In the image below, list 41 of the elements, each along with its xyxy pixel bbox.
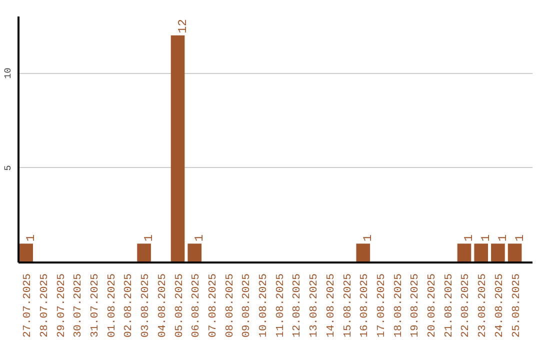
x-tick-label: 14.08.2025 bbox=[325, 273, 338, 338]
x-tick-label: 07.08.2025 bbox=[207, 273, 220, 338]
x-tick-label: 20.08.2025 bbox=[426, 273, 439, 338]
x-tick-label: 30.07.2025 bbox=[72, 273, 85, 338]
x-tick-label: 03.08.2025 bbox=[140, 273, 152, 338]
data-label: 12 bbox=[176, 19, 190, 34]
data-label: 1 bbox=[361, 234, 376, 242]
x-tick-label: 19.08.2025 bbox=[410, 273, 422, 338]
data-label: 1 bbox=[142, 234, 156, 242]
data-label: 1 bbox=[192, 234, 207, 242]
x-tick-label: 02.08.2025 bbox=[123, 273, 136, 338]
x-tick-label: 23.08.2025 bbox=[477, 273, 490, 338]
x-tick-label: 16.08.2025 bbox=[359, 273, 372, 338]
x-tick-label: 28.07.2025 bbox=[38, 273, 51, 338]
y-tick-label: 5 bbox=[2, 165, 14, 171]
x-tick-label: 18.08.2025 bbox=[392, 273, 405, 338]
data-label: 1 bbox=[24, 234, 38, 242]
x-tick-label: 21.08.2025 bbox=[443, 273, 456, 338]
x-tick-label: 25.08.2025 bbox=[510, 273, 523, 338]
data-label: 1 bbox=[496, 234, 510, 242]
x-tick-label: 12.08.2025 bbox=[292, 273, 304, 338]
x-tick-label: 15.08.2025 bbox=[342, 273, 354, 338]
x-tick-label: 27.07.2025 bbox=[22, 273, 34, 338]
x-tick-label: 05.08.2025 bbox=[174, 273, 186, 338]
x-tick-label: 29.07.2025 bbox=[56, 273, 68, 338]
x-tick-label: 22.08.2025 bbox=[460, 273, 472, 338]
data-label: 1 bbox=[512, 234, 527, 242]
data-label: 1 bbox=[462, 234, 476, 242]
x-tick-label: 11.08.2025 bbox=[274, 273, 287, 338]
x-tick-label: 10.08.2025 bbox=[258, 273, 270, 338]
x-tick-label: 17.08.2025 bbox=[376, 273, 388, 338]
x-tick-label: 04.08.2025 bbox=[156, 273, 169, 338]
x-tick-label: 08.08.2025 bbox=[224, 273, 236, 338]
x-tick-label: 01.08.2025 bbox=[106, 273, 118, 338]
x-tick-label: 13.08.2025 bbox=[308, 273, 321, 338]
x-tick-label: 24.08.2025 bbox=[494, 273, 506, 338]
x-tick-label: 06.08.2025 bbox=[190, 273, 203, 338]
x-tick-label: 31.07.2025 bbox=[89, 273, 102, 338]
data-label: 1 bbox=[479, 234, 494, 242]
y-tick-label: 10 bbox=[2, 67, 14, 79]
x-tick-label: 09.08.2025 bbox=[241, 273, 254, 338]
